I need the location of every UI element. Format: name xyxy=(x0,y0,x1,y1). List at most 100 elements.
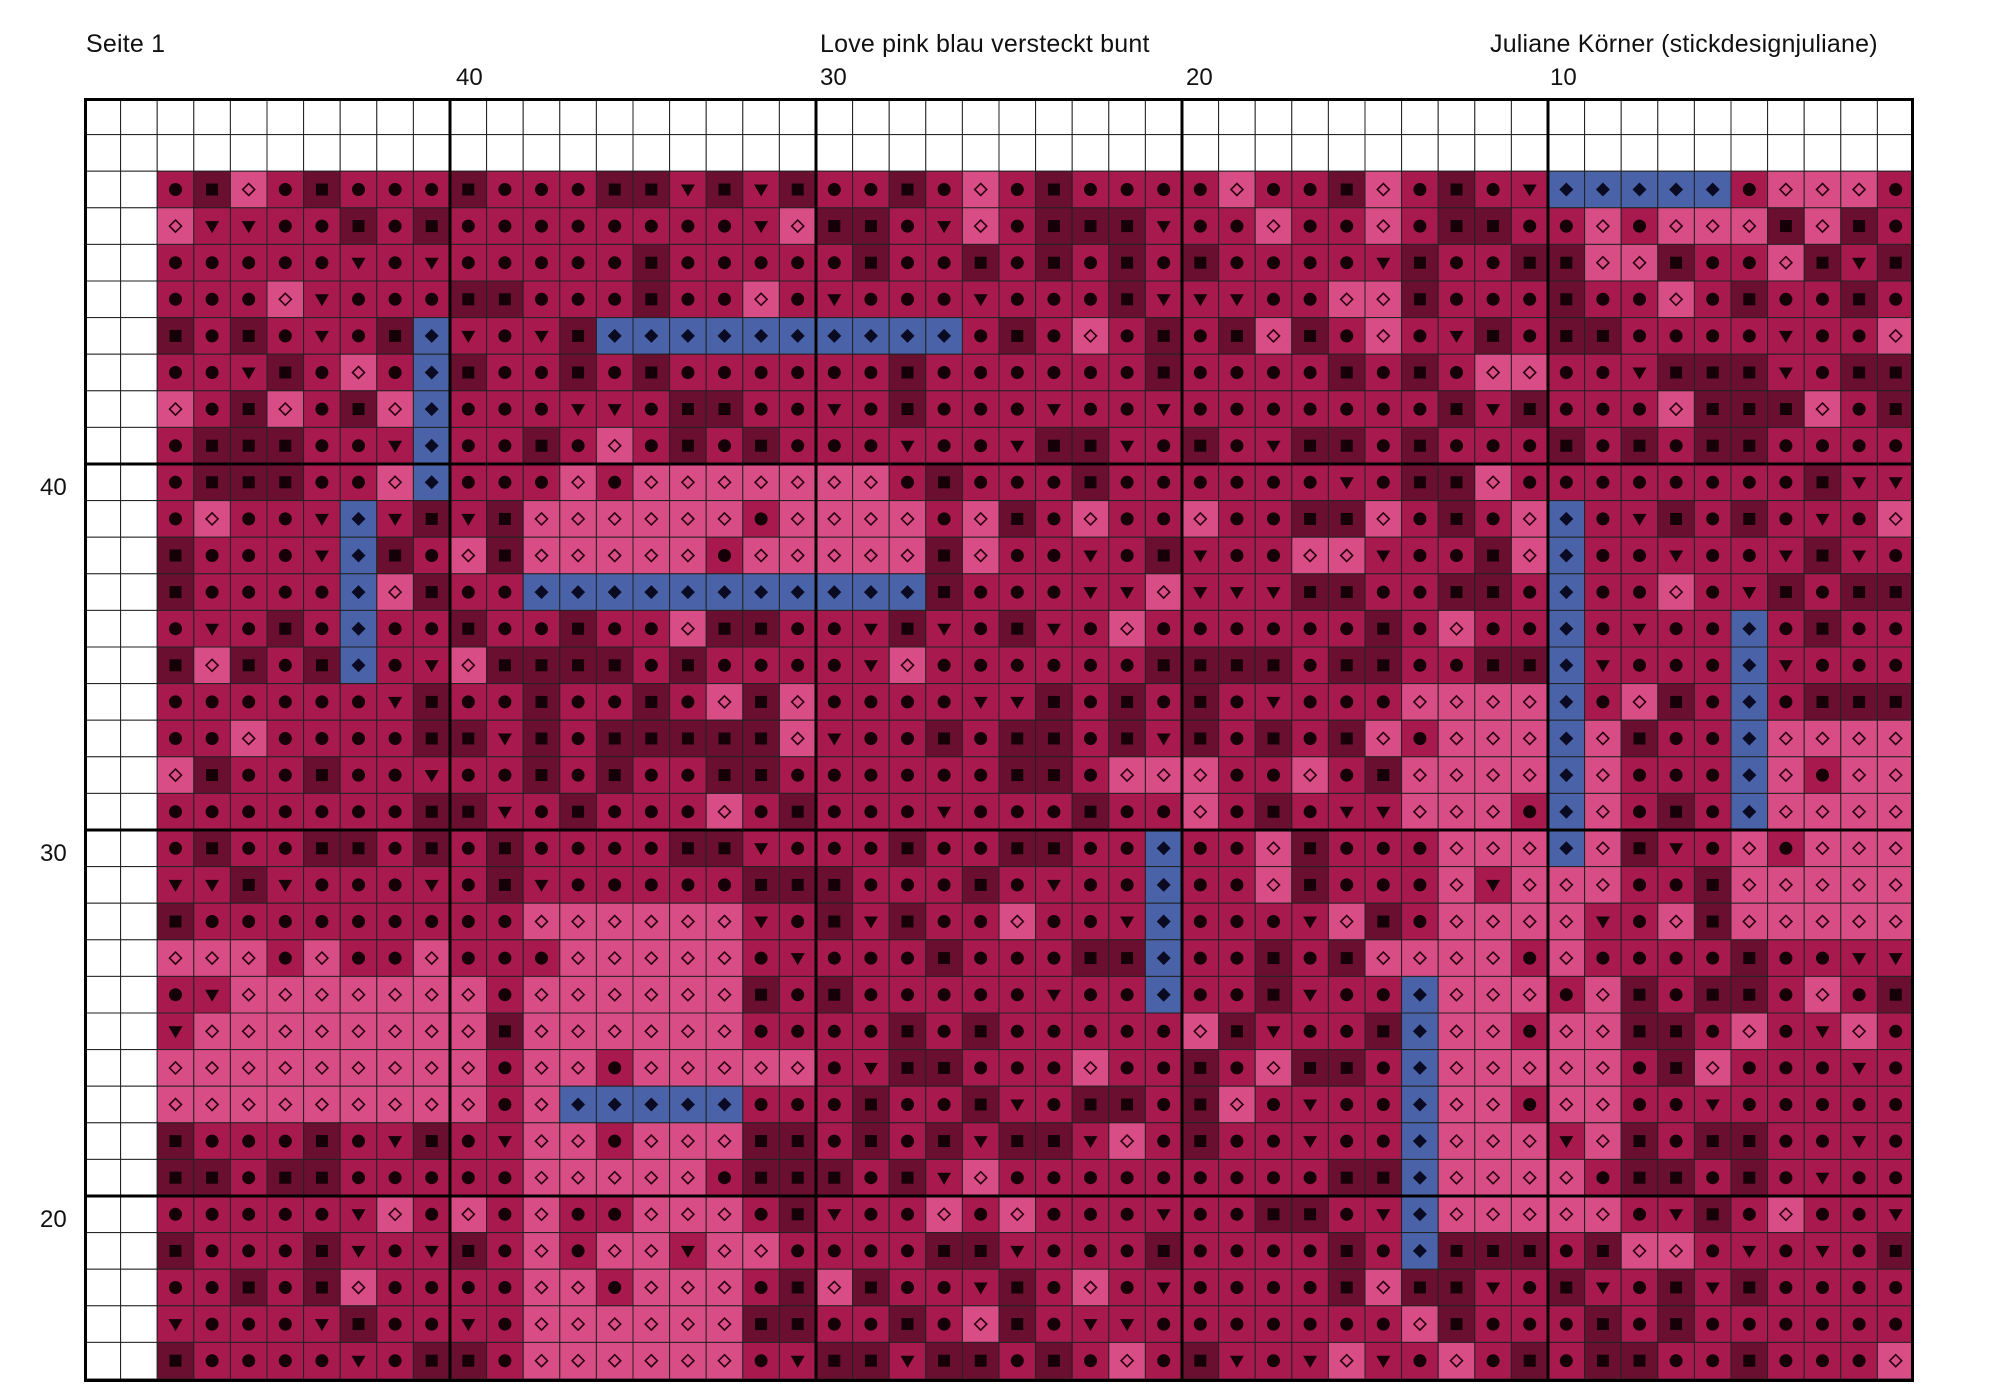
stitch-cell xyxy=(266,98,305,136)
circle-stitch-icon xyxy=(608,475,622,489)
square-stitch-icon xyxy=(1194,659,1207,672)
open-diamond-stitch-icon xyxy=(1083,511,1098,527)
stitch-cell xyxy=(705,902,744,941)
circle-stitch-icon xyxy=(1669,988,1683,1002)
circle-stitch-icon xyxy=(1596,402,1610,416)
stitch-cell xyxy=(888,536,927,575)
stitch-cell xyxy=(522,1085,561,1124)
circle-stitch-icon xyxy=(1633,1207,1646,1221)
open-diamond-stitch-icon xyxy=(351,1097,366,1112)
stitch-cell xyxy=(522,1012,561,1051)
circle-stitch-icon xyxy=(1010,878,1024,892)
diamond-stitch-icon xyxy=(1156,877,1171,892)
stitch-cell xyxy=(961,1305,1000,1343)
stitch-cell xyxy=(669,500,707,538)
stitch-cell xyxy=(449,975,488,1014)
open-diamond-stitch-icon xyxy=(1485,914,1501,929)
circle-stitch-icon xyxy=(1523,1281,1537,1294)
circle-stitch-icon xyxy=(1230,475,1244,489)
column-number-20: 20 xyxy=(1186,64,1213,91)
square-stitch-icon xyxy=(1706,915,1719,928)
open-diamond-stitch-icon xyxy=(1376,950,1391,966)
circle-stitch-icon xyxy=(864,1207,878,1221)
open-diamond-stitch-icon xyxy=(387,987,403,1002)
circle-stitch-icon xyxy=(1742,475,1756,489)
square-stitch-icon xyxy=(974,1244,987,1257)
square-stitch-icon xyxy=(315,769,328,782)
stitch-cell xyxy=(632,500,671,538)
triangle-stitch-icon xyxy=(1046,989,1061,1002)
circle-stitch-icon xyxy=(1779,1281,1793,1294)
circle-stitch-icon xyxy=(1706,695,1720,709)
circle-stitch-icon xyxy=(388,732,402,745)
stitch-cell xyxy=(193,939,231,977)
column-number-10: 10 xyxy=(1550,64,1577,91)
open-diamond-stitch-icon xyxy=(717,987,732,1002)
circle-stitch-icon xyxy=(1047,951,1061,965)
open-diamond-stitch-icon xyxy=(1595,1024,1611,1039)
circle-stitch-icon xyxy=(1010,183,1024,196)
triangle-stitch-icon xyxy=(1376,806,1391,819)
square-stitch-icon xyxy=(1450,1318,1463,1331)
diamond-stitch-icon xyxy=(1559,585,1574,600)
circle-stitch-icon xyxy=(315,622,329,636)
square-stitch-icon xyxy=(681,732,694,745)
circle-stitch-icon xyxy=(1486,292,1500,306)
circle-stitch-icon xyxy=(388,292,402,306)
square-stitch-icon xyxy=(1889,403,1902,416)
triangle-stitch-icon xyxy=(1705,1099,1720,1112)
circle-stitch-icon xyxy=(169,841,182,855)
circle-stitch-icon xyxy=(1084,1024,1097,1038)
triangle-stitch-icon xyxy=(314,330,329,343)
square-stitch-icon xyxy=(1670,512,1683,525)
circle-stitch-icon xyxy=(1889,1134,1903,1148)
open-diamond-stitch-icon xyxy=(1449,1097,1464,1112)
stitch-cell xyxy=(266,134,305,172)
circle-stitch-icon xyxy=(1047,1317,1061,1331)
stitch-cell xyxy=(522,975,561,1014)
stitch-cell xyxy=(522,536,561,575)
circle-stitch-icon xyxy=(1633,329,1646,343)
stitch-cell xyxy=(705,1341,744,1380)
stitch-cell xyxy=(1840,98,1878,136)
circle-stitch-icon xyxy=(827,1134,841,1148)
circle-stitch-icon xyxy=(791,768,805,782)
square-stitch-icon xyxy=(864,1354,877,1367)
circle-stitch-icon xyxy=(205,805,219,819)
stitch-cell xyxy=(1620,134,1659,172)
open-diamond-stitch-icon xyxy=(534,914,549,929)
open-diamond-stitch-icon xyxy=(644,1060,659,1076)
open-diamond-stitch-icon xyxy=(1339,292,1354,307)
stitch-cell xyxy=(376,1049,414,1087)
circle-stitch-icon xyxy=(1340,219,1354,233)
triangle-stitch-icon xyxy=(1010,440,1025,453)
open-diamond-stitch-icon xyxy=(1595,731,1611,746)
circle-stitch-icon xyxy=(498,585,512,599)
circle-stitch-icon xyxy=(1852,512,1866,526)
circle-stitch-icon xyxy=(901,878,914,892)
circle-stitch-icon xyxy=(1559,1317,1573,1331)
circle-stitch-icon xyxy=(791,292,805,306)
stitch-cell xyxy=(1144,98,1183,136)
open-diamond-stitch-icon xyxy=(278,1097,293,1112)
circle-stitch-icon xyxy=(1706,549,1720,562)
circle-stitch-icon xyxy=(535,219,548,233)
stitch-cell xyxy=(1876,902,1914,941)
circle-stitch-icon xyxy=(169,1207,182,1221)
stitch-cell xyxy=(193,1012,231,1051)
triangle-stitch-icon xyxy=(754,843,769,856)
triangle-stitch-icon xyxy=(1083,550,1098,563)
triangle-stitch-icon xyxy=(1852,953,1867,966)
circle-stitch-icon xyxy=(1157,256,1171,270)
diamond-stitch-icon xyxy=(1412,1024,1427,1039)
stitch-cell xyxy=(1876,1158,1914,1197)
circle-stitch-icon xyxy=(644,805,658,819)
square-stitch-icon xyxy=(1560,329,1573,342)
stitch-cell xyxy=(1108,609,1146,648)
triangle-stitch-icon xyxy=(424,257,439,270)
stitch-cell xyxy=(559,1049,597,1087)
triangle-stitch-icon xyxy=(1632,623,1647,636)
circle-stitch-icon xyxy=(974,329,988,343)
stitch-cell xyxy=(84,243,122,282)
circle-stitch-icon xyxy=(388,805,402,819)
